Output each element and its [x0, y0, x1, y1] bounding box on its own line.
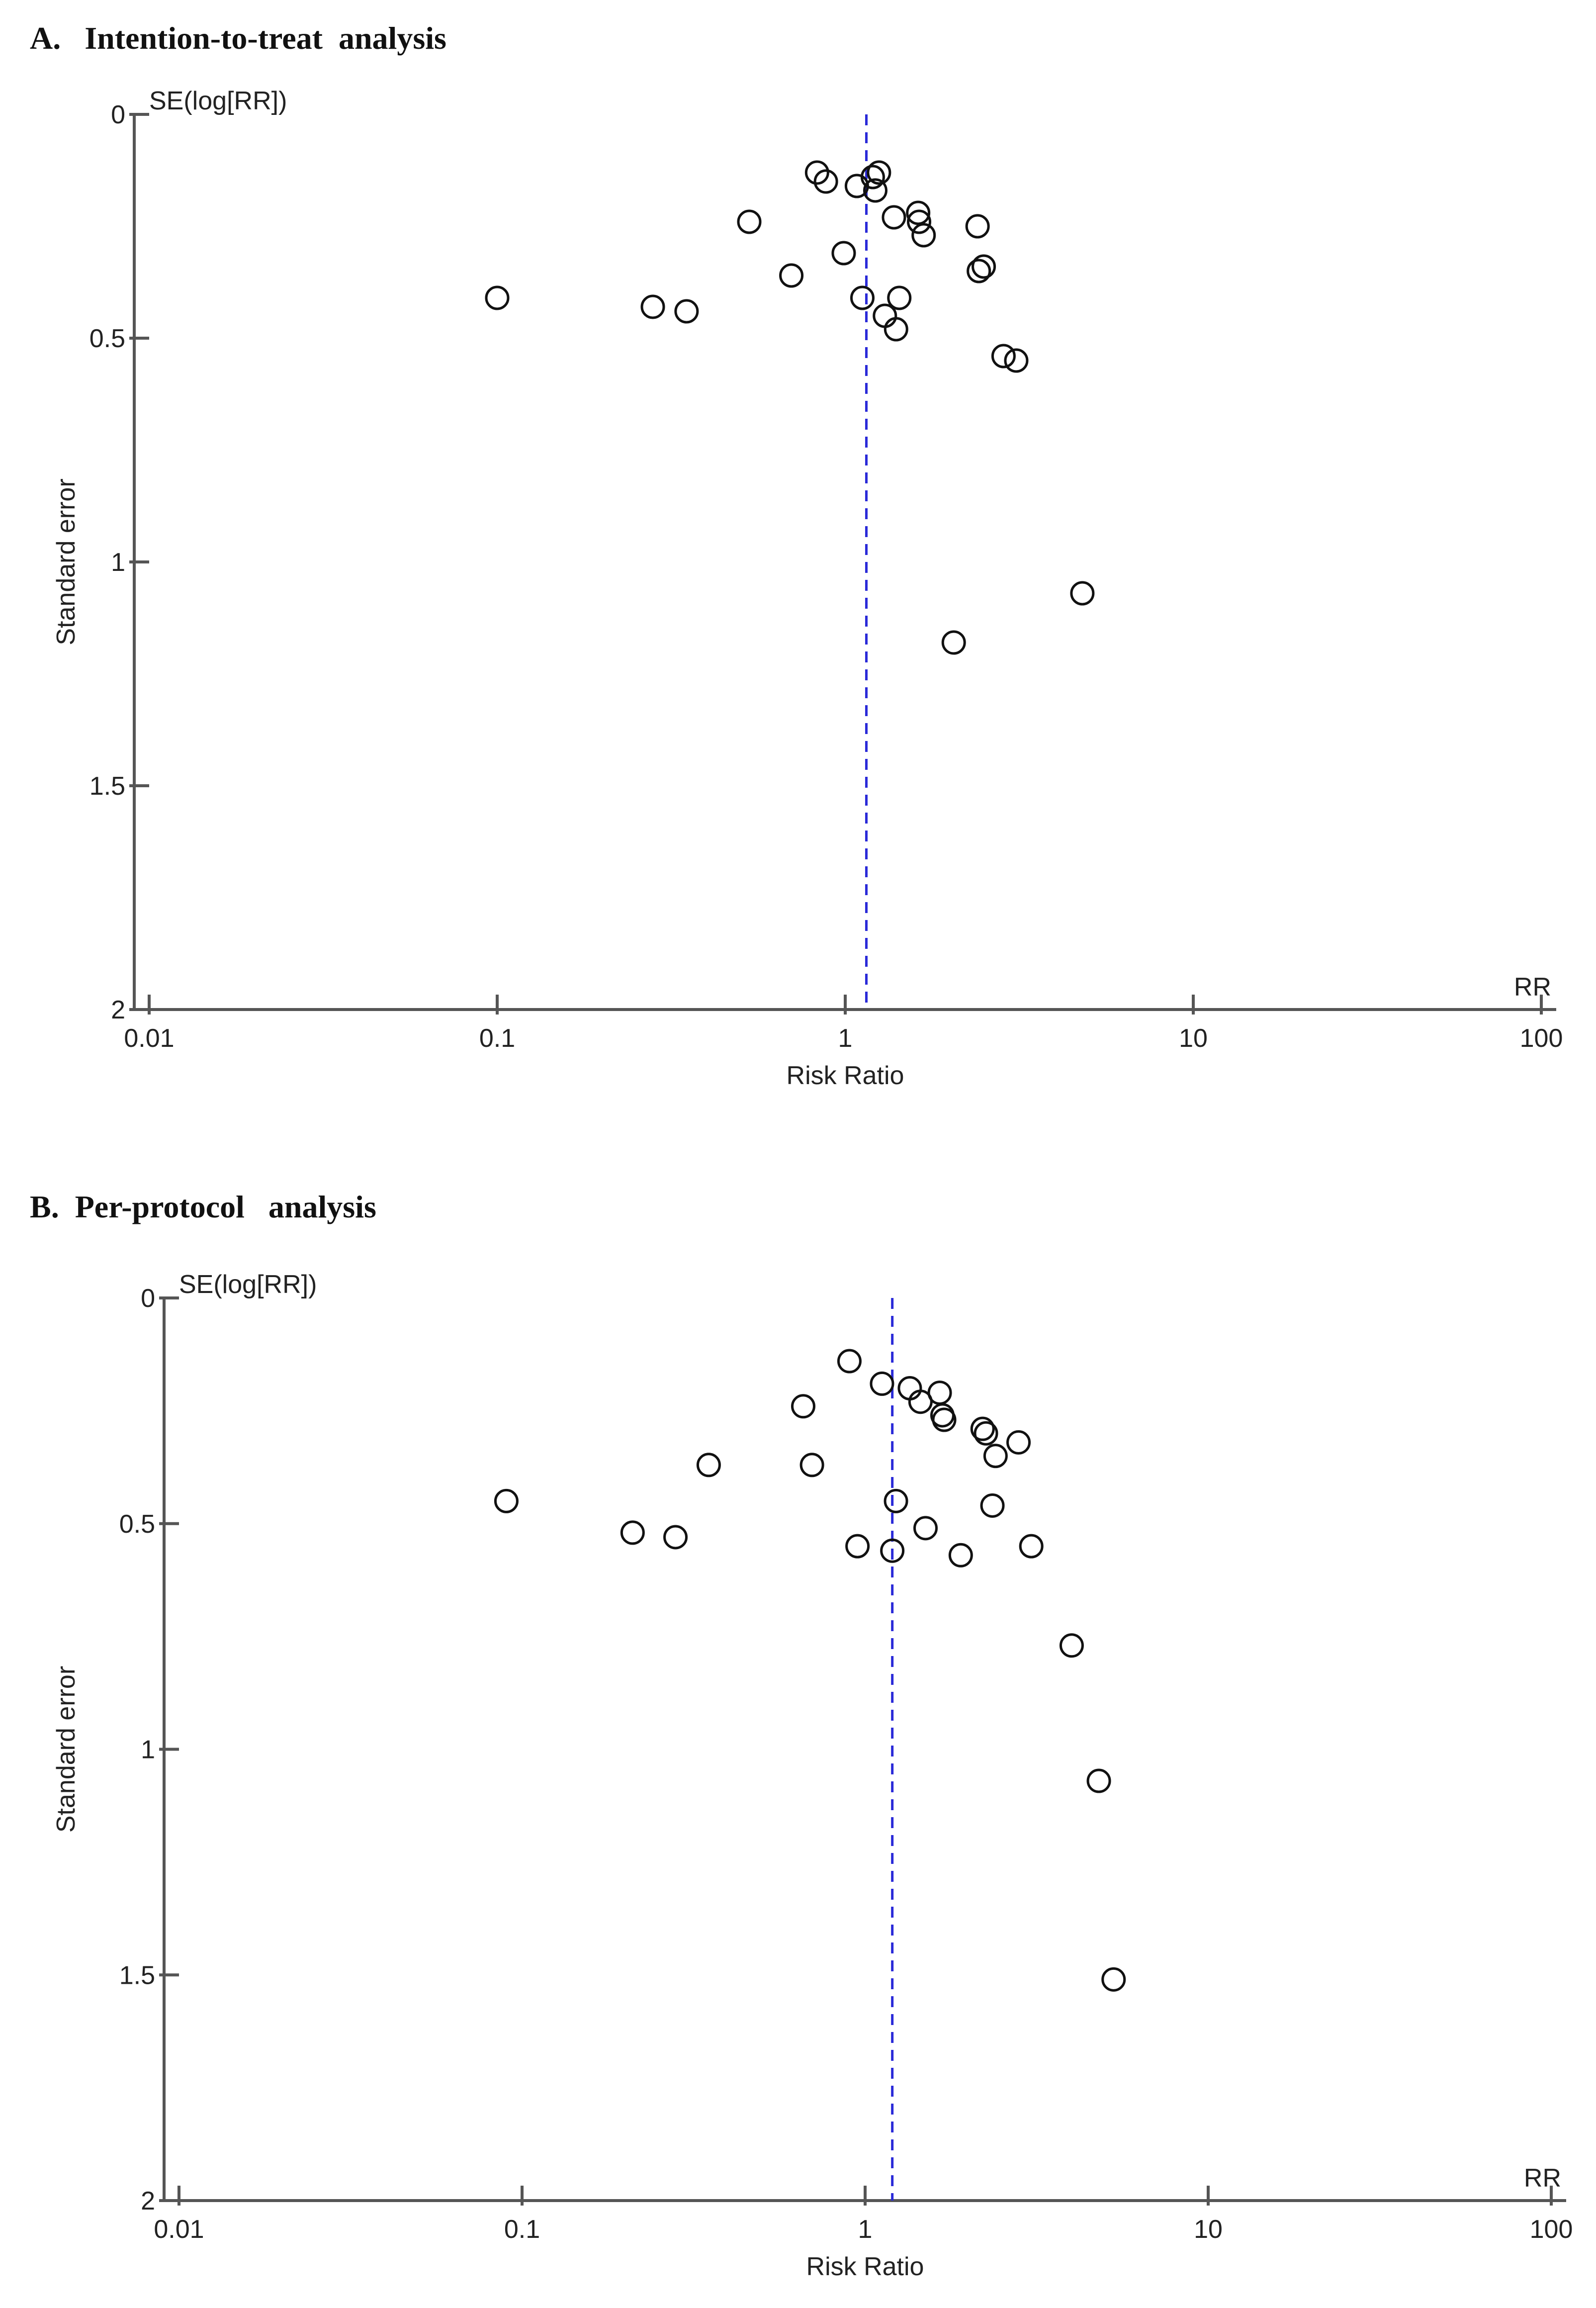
study-point — [1059, 1633, 1084, 1658]
study-point — [972, 254, 996, 279]
study-point — [863, 178, 887, 203]
x-axis-end-label: RR — [1524, 2164, 1561, 2193]
x-tick-label: 0.01 — [154, 2215, 204, 2244]
study-point — [980, 1493, 1005, 1518]
x-axis-title: Risk Ratio — [806, 2252, 924, 2281]
study-point — [930, 1403, 955, 1428]
x-tick-label: 100 — [1530, 2215, 1573, 2244]
study-point — [870, 1371, 894, 1396]
x-tick-label: 1 — [838, 1024, 853, 1053]
study-point — [908, 1389, 933, 1414]
study-point — [884, 1488, 908, 1513]
study-point — [974, 1421, 998, 1446]
y-tick-label: 2 — [141, 2187, 155, 2216]
y-tick-label: 0.5 — [119, 1510, 155, 1539]
study-point — [640, 294, 665, 319]
y-tick-label: 1 — [111, 548, 125, 577]
study-point — [906, 200, 931, 225]
study-point — [970, 1416, 995, 1441]
study-point — [941, 630, 966, 655]
x-axis-title: Risk Ratio — [787, 1061, 904, 1090]
y-tick-label: 0 — [111, 100, 125, 129]
study-point — [887, 285, 912, 310]
study-point — [837, 1349, 862, 1374]
funnel-plot-a: 0 0.5 1 1.5 20.01 0.1 1 10 100 SE(log[RR]) RR Risk … — [52, 87, 1563, 1090]
study-point — [831, 241, 856, 266]
study-point — [799, 1453, 824, 1477]
panel-title-b: B. Per-protocol analysis — [30, 1189, 376, 1224]
study-point — [1006, 1430, 1031, 1455]
study-point — [913, 1516, 938, 1541]
y-axis-title: Standard error — [52, 478, 81, 645]
panel-title-a: A. Intention-to-treat analysis — [30, 20, 446, 56]
study-point — [927, 1381, 952, 1405]
study-point — [620, 1520, 645, 1545]
study-point — [911, 223, 936, 248]
y-tick-label: 0.5 — [89, 324, 125, 353]
y-tick-label: 2 — [111, 996, 125, 1024]
x-tick-label: 10 — [1194, 2215, 1223, 2244]
study-point — [791, 1394, 815, 1419]
study-point — [663, 1525, 688, 1550]
study-point — [907, 209, 932, 234]
study-point — [1101, 1967, 1126, 1992]
study-point — [965, 214, 990, 239]
y-axis-title: Standard error — [52, 1666, 81, 1833]
study-point — [991, 344, 1016, 369]
study-point — [845, 1534, 870, 1559]
study-point — [983, 1444, 1008, 1469]
y-tick-label: 1.5 — [89, 772, 125, 801]
x-tick-label: 10 — [1179, 1024, 1208, 1053]
y-axis-top-label: SE(log[RR]) — [179, 1270, 317, 1299]
x-tick-label: 100 — [1520, 1024, 1563, 1053]
y-axis-top-label: SE(log[RR]) — [149, 87, 287, 115]
study-point — [674, 299, 699, 324]
x-tick-label: 0.1 — [504, 2215, 540, 2244]
study-point — [967, 259, 991, 283]
study-point — [485, 285, 510, 310]
study-point — [1019, 1534, 1044, 1559]
study-point — [1086, 1768, 1111, 1793]
study-point — [880, 1538, 905, 1563]
study-point — [813, 169, 838, 194]
study-point — [696, 1453, 721, 1477]
x-axis-end-label: RR — [1514, 973, 1551, 1002]
study-point — [850, 285, 875, 310]
study-point — [804, 160, 829, 185]
study-point — [884, 317, 908, 342]
y-tick-label: 0 — [141, 1284, 155, 1313]
study-point — [860, 165, 885, 189]
study-point — [494, 1488, 519, 1513]
x-tick-label: 0.1 — [479, 1024, 515, 1053]
study-point — [779, 263, 804, 288]
study-point — [1004, 348, 1029, 373]
study-point — [882, 205, 906, 230]
y-tick-label: 1.5 — [119, 1961, 155, 1990]
x-tick-label: 0.01 — [124, 1024, 174, 1053]
x-tick-label: 1 — [858, 2215, 873, 2244]
study-point — [737, 209, 762, 234]
y-tick-label: 1 — [141, 1736, 155, 1764]
study-point — [867, 160, 891, 185]
study-point — [1070, 581, 1095, 606]
study-point — [948, 1543, 973, 1568]
